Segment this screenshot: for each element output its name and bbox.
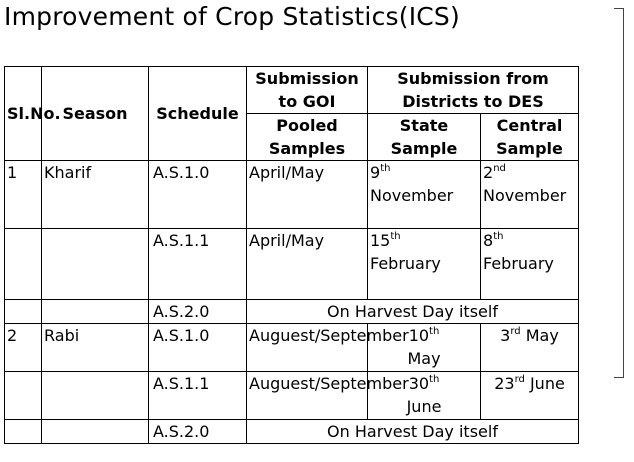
goi-cell: Auguest/September: [246, 371, 409, 420]
season-cell: [41, 228, 149, 300]
schedule-cell: A.S.2.0: [148, 419, 247, 444]
central-cell: 8th February: [479, 228, 580, 300]
sl-cell: 1: [4, 160, 42, 229]
header-row-2: Pooled Samples State Sample Central Samp…: [5, 113, 580, 161]
schedule-cell: A.S.1.1: [148, 371, 247, 420]
goi-cell: April/May: [246, 228, 368, 300]
crop-statistics-table: Sl.No. Season Schedule Submission to GOI…: [4, 66, 580, 444]
header-districts: Submission from Districts to DES: [366, 66, 580, 114]
state-cell: 9th November: [367, 160, 481, 229]
state-cell: 10th May: [367, 323, 481, 372]
goi-cell: April/May: [246, 160, 368, 229]
table-row: A.S.2.0 On Harvest Day itself: [4, 299, 580, 324]
schedule-cell: A.S.1.1: [148, 228, 247, 300]
header-schedule: Schedule: [148, 66, 247, 161]
sl-cell: [4, 419, 42, 444]
central-cell: 3rd May: [479, 323, 580, 372]
schedule-cell: A.S.1.0: [148, 323, 247, 372]
page-title: Improvement of Crop Statistics(ICS): [4, 2, 460, 31]
table-row: A.S.1.1 April/May 15th February 8th Februa…: [4, 228, 580, 300]
season-cell: Rabi: [41, 323, 149, 372]
table-row: 2 Rabi A.S.1.0 Auguest/September 10th May…: [4, 323, 580, 372]
sl-cell: [4, 371, 42, 420]
schedule-cell: A.S.1.0: [148, 160, 247, 229]
header-central: Central Sample: [479, 113, 580, 161]
sl-cell: 2: [4, 323, 42, 372]
header-row-1: Sl.No. Season Schedule Submission to GOI…: [4, 66, 580, 161]
table-row: 1 Kharif A.S.1.0 April/May 9th November 2…: [4, 160, 580, 229]
sl-cell: [4, 299, 42, 324]
sl-cell: [4, 228, 42, 300]
header-slno: Sl.No.: [4, 66, 61, 161]
harvest-day-cell: On Harvest Day itself: [245, 299, 580, 324]
central-cell: 2nd November: [479, 160, 580, 229]
season-cell: [41, 419, 149, 444]
header-goi: Submission to GOI: [246, 66, 368, 114]
header-pooled: Pooled Samples: [246, 113, 368, 161]
season-cell: Kharif: [41, 160, 149, 229]
harvest-day-cell: On Harvest Day itself: [245, 419, 580, 444]
header-season: Season: [41, 66, 149, 161]
table-row: A.S.1.1 Auguest/September 30th June 23rd …: [4, 371, 580, 420]
season-cell: [41, 299, 149, 324]
schedule-cell: A.S.2.0: [148, 299, 247, 324]
goi-cell: Auguest/September: [246, 323, 409, 372]
header-state: State Sample: [367, 113, 481, 161]
central-cell: 23rd June: [479, 371, 580, 420]
state-cell: 15th February: [367, 228, 481, 300]
season-cell: [41, 371, 149, 420]
table-row: A.S.2.0 On Harvest Day itself: [4, 419, 580, 444]
right-bracket: [613, 8, 624, 378]
